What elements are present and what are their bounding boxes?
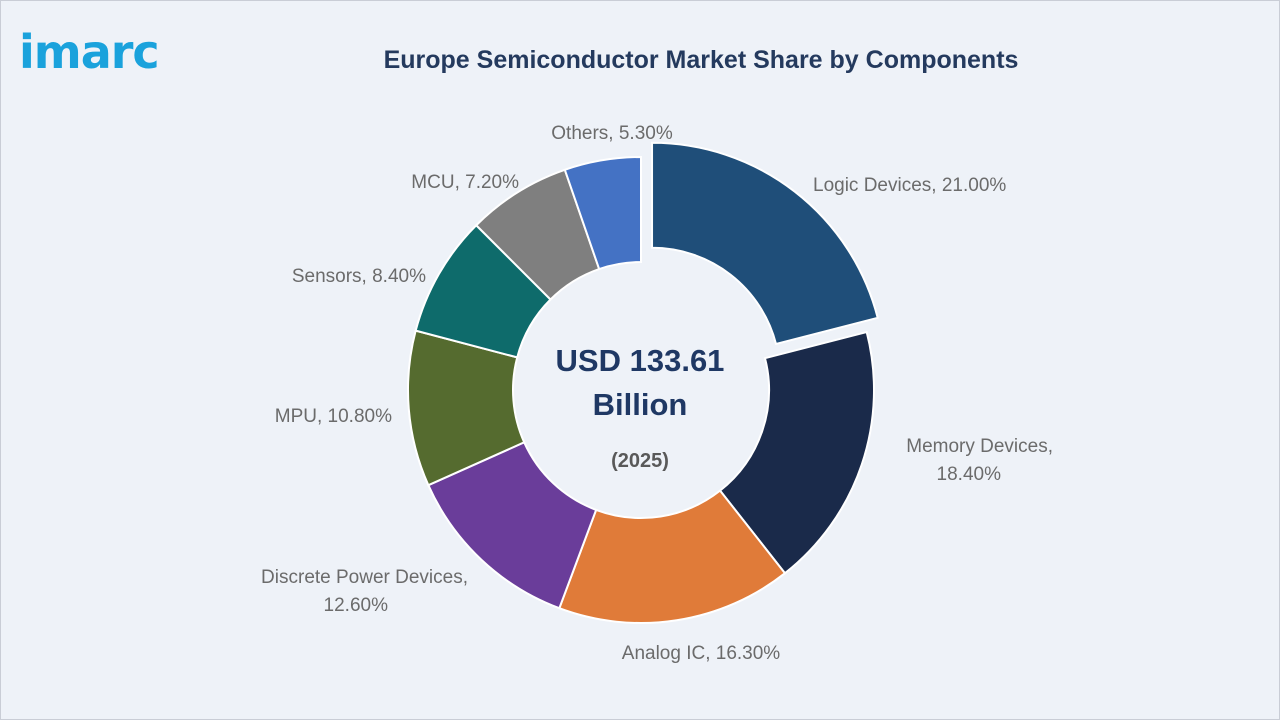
slice-memory-devices [718,330,875,575]
slice-analog-ic [558,489,787,624]
label-discrete-power-devices: Discrete Power Devices, 12.60% [261,567,468,616]
center-year: (2025) [611,450,669,472]
chart-title: Europe Semiconductor Market Share by Com… [383,46,1019,74]
donut-center: USD 133.61 Billion (2025) [556,343,725,472]
label-line: Memory Devices, [906,436,1053,457]
center-value-line-2: Billion [593,387,688,422]
slice-others [563,155,642,271]
label-line: Discrete Power Devices, [261,567,468,588]
label-memory-devices: Memory Devices, 18.40% [906,436,1053,485]
label-line: 12.60% [324,595,389,616]
slice-logic-devices [651,141,879,346]
slice-labels: Logic Devices, 21.00% Memory Devices, 18.4… [261,123,1053,664]
label-mcu: MCU, 7.20% [411,172,519,193]
label-sensors: Sensors, 8.40% [292,266,426,287]
label-line: 18.40% [937,464,1002,485]
center-value-line-1: USD 133.61 [556,343,725,378]
label-logic-devices: Logic Devices, 21.00% [813,175,1006,196]
label-mpu: MPU, 10.80% [275,406,392,427]
donut-slices [407,141,879,624]
label-others: Others, 5.30% [551,123,673,144]
imarc-logo: imarc [19,25,160,79]
label-analog-ic: Analog IC, 16.30% [622,643,781,664]
